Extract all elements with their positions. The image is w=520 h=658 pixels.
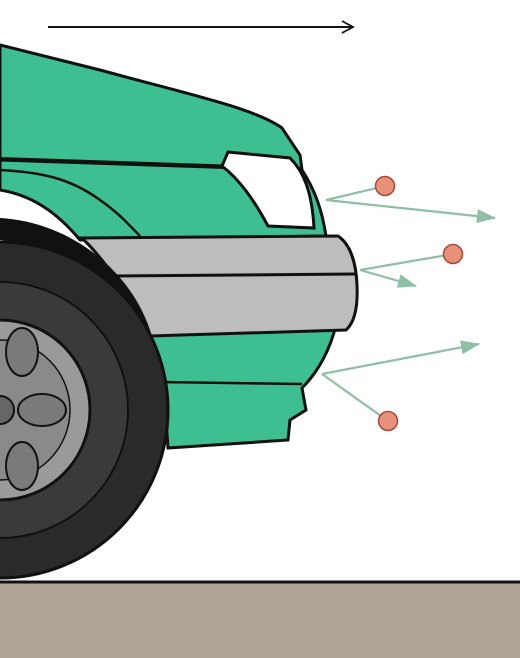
ground <box>0 582 520 658</box>
lower-crease <box>159 380 303 386</box>
approach-line <box>321 373 389 422</box>
air-particle <box>377 410 399 432</box>
air-particle <box>374 175 396 197</box>
hub-center <box>0 395 15 425</box>
hubcap-spoke <box>5 327 39 377</box>
flow-arrow-icon <box>325 198 496 224</box>
body-crease <box>0 168 141 237</box>
car-hood <box>0 43 304 172</box>
hubcap-spoke <box>5 441 39 491</box>
car-lower-panel <box>148 323 338 450</box>
bumper-line <box>114 272 357 278</box>
hubcap-spoke <box>17 393 67 427</box>
air-particle <box>442 243 464 265</box>
approach-line <box>359 252 454 272</box>
headlight <box>220 150 316 230</box>
flow-arrow-icon <box>359 268 417 288</box>
flow-arrow-icon <box>321 340 480 376</box>
